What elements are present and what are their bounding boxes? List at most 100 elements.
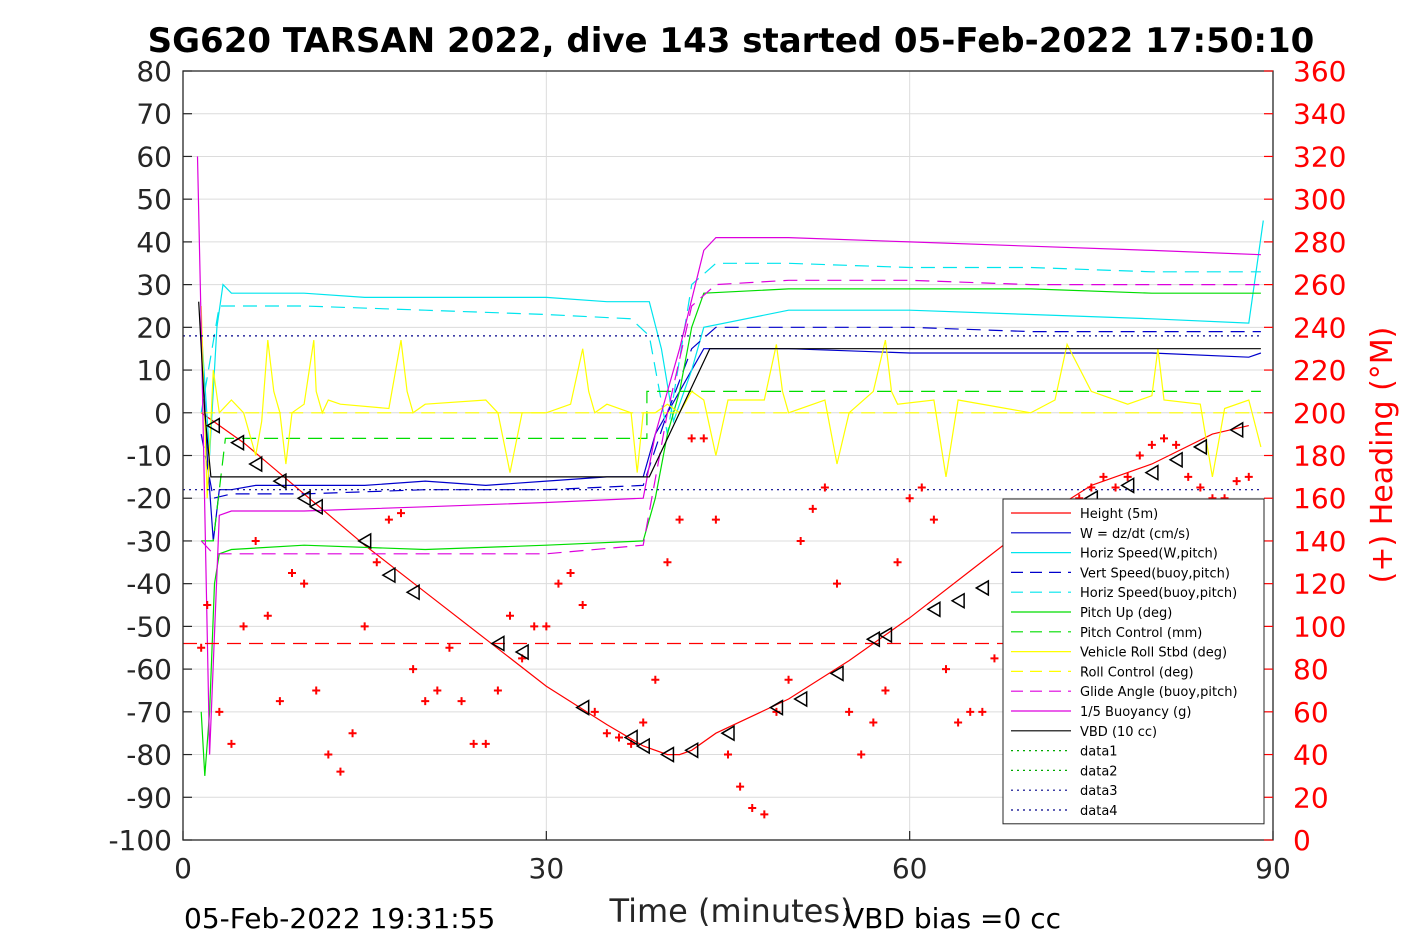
right-tick-label: 180 bbox=[1293, 440, 1346, 473]
left-tick-label: -40 bbox=[126, 568, 172, 601]
heading-marker bbox=[602, 729, 611, 738]
right-tick-label: 120 bbox=[1293, 568, 1346, 601]
vbd-marker bbox=[1120, 477, 1135, 494]
series-line-10 bbox=[196, 156, 1261, 755]
vbd-marker bbox=[865, 630, 881, 648]
heading-marker bbox=[784, 675, 793, 684]
right-tick-label: 160 bbox=[1293, 482, 1346, 515]
heading-marker bbox=[1184, 472, 1193, 481]
heading-marker bbox=[348, 729, 357, 738]
vbd-marker bbox=[1168, 451, 1183, 469]
heading-marker bbox=[433, 686, 442, 695]
legend-label: data1 bbox=[1080, 745, 1118, 760]
heading-marker bbox=[651, 675, 660, 684]
heading-marker bbox=[203, 601, 212, 610]
heading-marker bbox=[263, 611, 272, 620]
heading-marker bbox=[748, 803, 757, 812]
vbd-marker bbox=[877, 626, 893, 644]
left-tick-label: -60 bbox=[126, 653, 172, 686]
heading-marker bbox=[820, 483, 829, 492]
vbd-marker bbox=[296, 489, 311, 507]
heading-marker bbox=[251, 536, 260, 545]
heading-marker bbox=[457, 697, 466, 706]
vbd-marker bbox=[659, 746, 675, 763]
left-tick-label: -30 bbox=[126, 525, 172, 558]
left-tick-label: -20 bbox=[126, 482, 172, 515]
heading-marker bbox=[675, 515, 684, 524]
heading-marker bbox=[687, 434, 696, 443]
heading-marker bbox=[445, 643, 454, 652]
heading-marker bbox=[845, 707, 854, 716]
heading-marker bbox=[324, 750, 333, 759]
left-tick-label: 0 bbox=[154, 397, 172, 430]
heading-marker bbox=[1232, 477, 1241, 486]
heading-marker bbox=[857, 750, 866, 759]
legend-label: Vert Speed(buoy,pitch) bbox=[1080, 566, 1230, 581]
heading-marker bbox=[663, 558, 672, 567]
heading-marker bbox=[275, 697, 284, 706]
heading-marker bbox=[966, 707, 975, 716]
heading-marker bbox=[639, 718, 648, 727]
series-line-9 bbox=[200, 279, 1261, 555]
left-tick-label: 70 bbox=[136, 98, 172, 131]
series-line-2 bbox=[200, 220, 1264, 456]
legend-label: Height (5m) bbox=[1080, 507, 1158, 522]
series-line-7 bbox=[200, 305, 1262, 499]
right-tick-label: 280 bbox=[1293, 226, 1346, 259]
left-tick-label: -50 bbox=[126, 610, 172, 643]
left-tick-label: 40 bbox=[136, 226, 172, 259]
vbd-marker bbox=[768, 699, 784, 716]
x-axis-label: Time (minutes) bbox=[609, 892, 853, 930]
left-tick-label: -70 bbox=[126, 696, 172, 729]
heading-marker bbox=[506, 611, 514, 620]
heading-marker bbox=[1087, 483, 1096, 492]
vbd-marker bbox=[623, 729, 638, 746]
right-tick-label: 240 bbox=[1293, 311, 1346, 344]
right-axis: 3603403203002802602402202001801601401201… bbox=[1264, 55, 1346, 857]
x-tick-label: 30 bbox=[529, 852, 565, 885]
left-tick-label: 10 bbox=[136, 354, 172, 387]
right-tick-label: 200 bbox=[1293, 397, 1346, 430]
vbd-marker bbox=[230, 434, 245, 451]
heading-marker bbox=[493, 686, 502, 695]
left-tick-label: 60 bbox=[136, 140, 172, 173]
legend-label: data3 bbox=[1080, 784, 1118, 799]
vbd-marker bbox=[793, 690, 808, 708]
legend-label: data4 bbox=[1080, 804, 1118, 819]
heading-marker bbox=[699, 434, 708, 443]
heading-marker bbox=[554, 579, 563, 588]
heading-marker bbox=[300, 579, 309, 588]
legend-label: Pitch Up (deg) bbox=[1080, 606, 1172, 621]
heading-marker bbox=[421, 697, 430, 706]
left-tick-label: -10 bbox=[126, 440, 172, 473]
heading-marker bbox=[615, 733, 623, 742]
legend-label: Horiz Speed(W,pitch) bbox=[1080, 547, 1218, 562]
heading-marker bbox=[542, 622, 551, 631]
vbd-marker bbox=[950, 592, 965, 610]
left-tick-label: 80 bbox=[136, 55, 172, 88]
heading-marker bbox=[917, 483, 926, 492]
vbd-marker bbox=[926, 600, 941, 618]
markers-layer bbox=[197, 417, 1253, 819]
right-tick-label: 60 bbox=[1293, 696, 1329, 729]
right-tick-label: 340 bbox=[1293, 98, 1346, 131]
heading-marker bbox=[530, 622, 539, 631]
heading-marker bbox=[397, 509, 405, 518]
chart-title: SG620 TARSAN 2022, dive 143 started 05-F… bbox=[148, 21, 1315, 61]
heading-marker bbox=[905, 494, 914, 503]
legend-label: W = dz/dt (cm/s) bbox=[1080, 527, 1190, 542]
heading-marker bbox=[239, 622, 248, 631]
vbd-marker bbox=[1192, 438, 1208, 456]
x-tick-label: 60 bbox=[892, 852, 928, 885]
vbd-marker bbox=[1229, 421, 1244, 439]
x-tick-label: 0 bbox=[174, 852, 192, 885]
heading-marker bbox=[978, 707, 987, 716]
heading-marker bbox=[372, 558, 381, 567]
vbd-marker bbox=[684, 741, 699, 759]
heading-marker bbox=[929, 515, 938, 524]
right-tick-label: 260 bbox=[1293, 269, 1346, 302]
vbd-marker bbox=[974, 579, 990, 597]
legend-label: Pitch Control (mm) bbox=[1080, 626, 1202, 641]
legend-label: Horiz Speed(buoy,pitch) bbox=[1080, 586, 1237, 601]
